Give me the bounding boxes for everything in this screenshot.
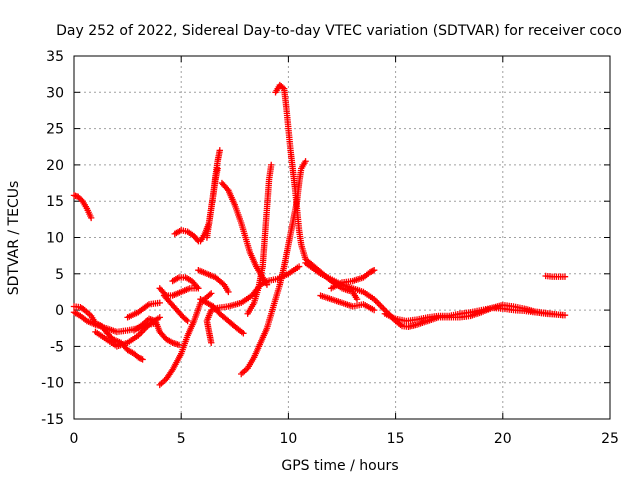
data-point <box>139 356 146 363</box>
data-point <box>156 314 163 321</box>
data-point <box>240 330 247 337</box>
data-series <box>195 266 232 296</box>
y-tick-label: -5 <box>50 339 64 355</box>
x-tick-label: 20 <box>494 431 512 447</box>
data-series <box>302 259 569 330</box>
data-point <box>216 147 223 154</box>
data-point <box>295 263 303 270</box>
data-series <box>169 274 202 292</box>
x-axis-label: GPS time / hours <box>281 458 398 474</box>
data-series <box>160 292 191 325</box>
data-series <box>244 161 275 317</box>
data-point <box>368 268 375 275</box>
data-point <box>223 185 231 193</box>
data-point <box>380 305 387 312</box>
data-series <box>542 272 569 280</box>
axis-ticks: 0 5 10 15 20 25 -15 -10 -5 0 5 10 15 20 25 30 35 <box>41 49 619 447</box>
data-point <box>135 354 142 361</box>
data-point <box>75 193 82 201</box>
x-tick-label: 15 <box>387 431 405 447</box>
data-point <box>268 161 275 169</box>
grid-lines <box>74 56 610 419</box>
data-point <box>370 266 378 274</box>
data-point <box>214 165 221 172</box>
data-point <box>137 355 145 362</box>
data-point <box>87 214 95 222</box>
x-tick-label: 5 <box>177 431 186 447</box>
data-points <box>70 81 569 389</box>
data-series <box>317 292 378 314</box>
y-tick-label: 15 <box>46 194 64 210</box>
data-series <box>70 192 95 222</box>
data-point <box>559 311 567 319</box>
data-point <box>156 299 163 307</box>
y-tick-label: -15 <box>41 412 64 428</box>
data-series <box>203 165 221 241</box>
y-tick-label: 20 <box>46 158 64 174</box>
y-tick-label: 35 <box>46 49 64 65</box>
data-point <box>206 291 213 298</box>
data-point <box>183 316 190 323</box>
data-point <box>378 303 386 311</box>
data-point <box>353 296 361 303</box>
x-tick-label: 10 <box>279 431 297 447</box>
data-point <box>369 267 376 275</box>
data-point <box>193 283 201 291</box>
data-point <box>138 329 145 336</box>
data-point <box>561 273 569 280</box>
data-point <box>302 158 309 165</box>
data-point <box>263 281 271 288</box>
y-tick-label: 25 <box>46 122 64 138</box>
data-point <box>377 302 384 309</box>
x-tick-label: 0 <box>70 431 79 447</box>
data-point <box>76 195 83 202</box>
data-series <box>381 304 567 325</box>
data-point <box>370 306 378 314</box>
x-tick-label: 25 <box>601 431 619 447</box>
data-point <box>375 300 382 308</box>
y-tick-label: 30 <box>46 85 64 101</box>
data-series <box>171 227 202 245</box>
data-point <box>77 196 85 203</box>
data-point <box>136 354 143 362</box>
data-point <box>374 299 381 306</box>
y-axis-label: SDTVAR / TECUs <box>6 181 22 296</box>
chart-title: Day 252 of 2022, Sidereal Day-to-day VTE… <box>56 23 622 39</box>
data-point <box>195 285 202 292</box>
data-series <box>218 179 271 288</box>
data-series <box>124 299 163 321</box>
y-tick-label: 10 <box>46 231 64 247</box>
data-point <box>184 317 191 325</box>
data-point <box>208 290 215 297</box>
data-point <box>366 269 374 276</box>
data-series <box>130 315 183 349</box>
y-tick-label: 0 <box>55 303 64 319</box>
data-point <box>225 288 232 296</box>
y-tick-label: 5 <box>55 267 64 283</box>
y-tick-label: -10 <box>41 376 64 392</box>
data-point <box>279 84 286 91</box>
